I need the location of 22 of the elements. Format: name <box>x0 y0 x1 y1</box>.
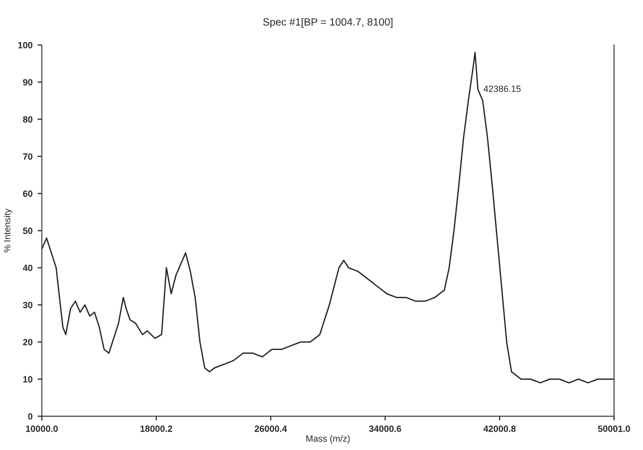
annotation: 42386.15 <box>484 86 521 92</box>
x-tick-label: 26000.4 <box>254 426 287 432</box>
y-tick-label: 20 <box>23 338 32 346</box>
y-axis-title: % Intensity <box>4 208 12 252</box>
y-tick-label: 100 <box>18 42 32 48</box>
y-tick-label: 60 <box>23 190 32 197</box>
x-tick-label: 18000.2 <box>140 426 172 432</box>
chart-title: Spec #1[BP = 1004.7, 8100] <box>263 18 392 28</box>
y-tick-label: 90 <box>23 79 32 86</box>
y-tick-label: 30 <box>22 302 32 308</box>
y-tick-label: 0 <box>28 413 32 420</box>
line-series <box>42 52 614 384</box>
x-axis-title: Mass (m/z) <box>306 435 350 444</box>
x-tick-label: 42000.8 <box>483 426 516 432</box>
y-tick-label: 50 <box>23 228 32 234</box>
y-tick-label: 40 <box>22 264 32 272</box>
y-tick-label: 70 <box>23 153 32 160</box>
x-tick-label: 50001.0 <box>598 426 630 432</box>
x-tick-label: 10000.0 <box>26 426 58 432</box>
y-tick-label: 80 <box>23 116 32 123</box>
y-tick-label: 10 <box>23 376 32 382</box>
x-tick-label: 34000.6 <box>369 426 402 432</box>
